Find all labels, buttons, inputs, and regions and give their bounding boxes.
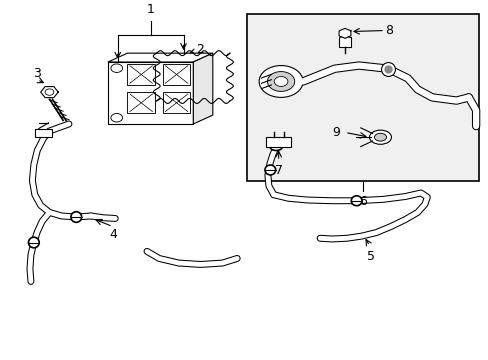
Text: 2: 2 — [195, 43, 203, 56]
Circle shape — [259, 66, 303, 98]
Polygon shape — [193, 53, 212, 124]
Text: 1: 1 — [146, 3, 154, 16]
Polygon shape — [108, 62, 193, 124]
Circle shape — [274, 77, 287, 86]
Text: 4: 4 — [109, 228, 117, 241]
Polygon shape — [41, 86, 58, 98]
Ellipse shape — [350, 196, 361, 206]
Circle shape — [111, 64, 122, 72]
Text: 5: 5 — [366, 249, 374, 262]
Ellipse shape — [28, 237, 39, 248]
Text: 6: 6 — [358, 195, 366, 208]
Ellipse shape — [374, 133, 386, 141]
Bar — [246, 14, 478, 181]
Bar — [35, 129, 52, 137]
Text: 7: 7 — [274, 164, 282, 177]
Polygon shape — [338, 28, 350, 38]
Ellipse shape — [264, 165, 275, 175]
Ellipse shape — [71, 212, 81, 222]
Circle shape — [111, 113, 122, 122]
Circle shape — [267, 72, 294, 91]
Bar — [266, 137, 290, 147]
Text: 9: 9 — [332, 126, 340, 139]
Text: 8: 8 — [384, 24, 392, 37]
Polygon shape — [108, 53, 212, 62]
Bar — [339, 37, 350, 47]
Text: 3: 3 — [33, 67, 41, 80]
Ellipse shape — [269, 143, 282, 150]
Ellipse shape — [369, 130, 391, 144]
